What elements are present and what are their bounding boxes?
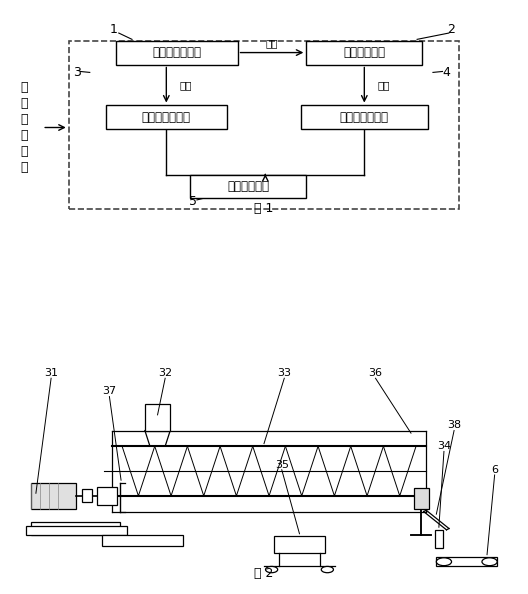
Text: 图 2: 图 2	[254, 567, 274, 580]
Bar	[145, 405, 170, 431]
Text: 图 1: 图 1	[254, 202, 274, 215]
Bar	[81, 489, 92, 503]
Text: 31: 31	[44, 368, 58, 378]
Text: 38: 38	[447, 421, 461, 430]
Text: 出
料
除
尘
系
统: 出 料 除 尘 系 统	[20, 81, 27, 174]
Text: 灰尘: 灰尘	[378, 80, 390, 90]
Text: 5: 5	[188, 195, 197, 208]
Bar	[97, 486, 117, 505]
Text: 6: 6	[491, 465, 498, 475]
Bar	[190, 175, 306, 198]
Text: 土壤: 土壤	[180, 80, 192, 90]
Bar	[301, 106, 428, 129]
Text: 3: 3	[73, 66, 80, 79]
Text: 灰尘再处理系统: 灰尘再处理系统	[340, 110, 389, 124]
Text: 35: 35	[275, 460, 289, 469]
Text: 热脱附处理系统: 热脱附处理系统	[153, 46, 201, 59]
Bar	[31, 483, 77, 509]
Bar	[69, 41, 459, 209]
Bar	[31, 522, 119, 535]
Text: 2: 2	[448, 23, 455, 36]
Circle shape	[266, 567, 278, 573]
Bar	[106, 106, 227, 129]
Bar	[306, 41, 422, 65]
Text: 36: 36	[369, 368, 382, 378]
Bar	[436, 557, 497, 567]
Bar	[435, 530, 443, 548]
Text: 土壤除尘系统: 土壤除尘系统	[227, 180, 269, 193]
Circle shape	[321, 567, 334, 573]
Text: 37: 37	[102, 386, 117, 396]
Bar	[116, 41, 238, 65]
Text: 土壤再处理系统: 土壤再处理系统	[142, 110, 191, 124]
Text: 32: 32	[158, 368, 172, 378]
Circle shape	[482, 558, 497, 565]
Text: 33: 33	[277, 368, 291, 378]
Text: 烟气: 烟气	[266, 38, 278, 48]
Bar	[274, 536, 325, 554]
Bar	[413, 488, 429, 509]
Circle shape	[436, 558, 451, 565]
Text: 34: 34	[437, 441, 451, 451]
Bar	[102, 535, 183, 545]
Text: 尾气除尘系统: 尾气除尘系统	[343, 46, 385, 59]
Text: 4: 4	[442, 66, 450, 79]
Bar	[26, 526, 127, 535]
Text: 1: 1	[110, 23, 117, 36]
